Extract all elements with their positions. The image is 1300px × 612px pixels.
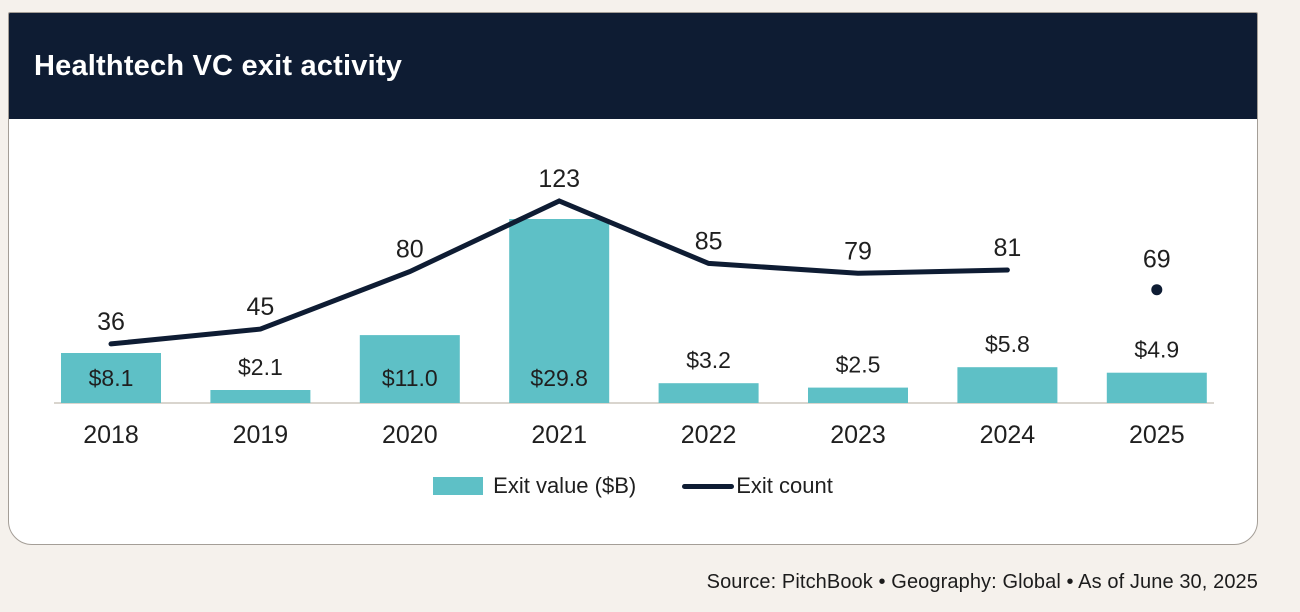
- bar-value-label-2022: $3.2: [686, 347, 731, 373]
- count-label-2024: 81: [993, 234, 1021, 262]
- bar-2021: [509, 219, 610, 403]
- count-label-2018: 36: [97, 308, 125, 336]
- legend-item-exit-value: Exit value ($B): [433, 473, 636, 499]
- exit-count-swatch-icon: [682, 483, 735, 489]
- chart-legend: Exit value ($B) Exit count: [9, 473, 1257, 499]
- bar-value-label-2018: $8.1: [89, 365, 134, 391]
- bar-2024: [957, 367, 1058, 403]
- exit-count-line: [108, 198, 1010, 347]
- bar-2019: [210, 390, 311, 403]
- year-label-2023: 2023: [830, 421, 886, 449]
- year-label-2024: 2024: [980, 421, 1036, 449]
- bar-value-label-2023: $2.5: [836, 352, 881, 378]
- bar-2020: [359, 335, 460, 403]
- exit-activity-chart: $8.1 2018 $2.1 2019 $11.0 2020 $29.8 2021 $3.2 20…: [54, 165, 1214, 449]
- legend-item-exit-count: Exit count: [682, 473, 833, 499]
- bar-value-label-2025: $4.9: [1134, 337, 1179, 363]
- year-label-2022: 2022: [681, 421, 737, 449]
- bar-2018: [61, 353, 161, 403]
- bar-value-label-2020: $11.0: [382, 365, 438, 391]
- year-label-2018: 2018: [83, 421, 139, 449]
- exit-count-dot-2025: [1151, 284, 1163, 296]
- chart-body: $8.1 2018 $2.1 2019 $11.0 2020 $29.8 2021 $3.2 20…: [9, 119, 1257, 544]
- bar-value-label-2019: $2.1: [238, 354, 283, 380]
- count-label-2019: 45: [246, 293, 274, 321]
- count-label-2021: 123: [538, 165, 580, 193]
- bar-value-label-2024: $5.8: [985, 331, 1030, 357]
- legend-label-exit-count: Exit count: [736, 473, 833, 498]
- year-label-2021: 2021: [531, 421, 587, 449]
- year-label-2019: 2019: [233, 421, 289, 449]
- count-label-2023: 79: [844, 237, 872, 265]
- legend-label-exit-value: Exit value ($B): [493, 473, 637, 498]
- chart-card: Healthtech VC exit activity $8.1 2018 $2.1…: [8, 12, 1258, 545]
- bar-2025: [1106, 372, 1207, 403]
- year-label-2025: 2025: [1129, 421, 1185, 449]
- year-label-2020: 2020: [382, 421, 438, 449]
- chart-title: Healthtech VC exit activity: [34, 49, 403, 82]
- exit-value-swatch-icon: [433, 477, 484, 495]
- bar-value-label-2021: $29.8: [530, 365, 588, 391]
- chart-header: Healthtech VC exit activity: [9, 13, 1257, 119]
- count-label-2022: 85: [695, 227, 723, 255]
- source-note: Source: PitchBook • Geography: Global • …: [706, 571, 1258, 593]
- count-label-2025: 69: [1143, 246, 1171, 274]
- bar-2022: [658, 383, 759, 403]
- bar-2023: [808, 387, 908, 403]
- count-label-2020: 80: [396, 236, 424, 264]
